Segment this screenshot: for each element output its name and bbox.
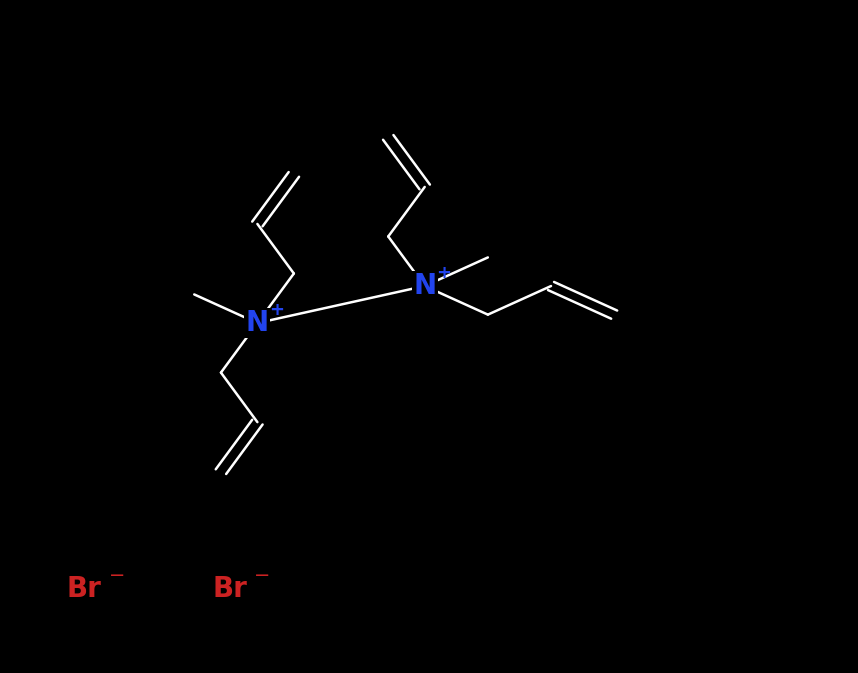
- Text: −: −: [254, 566, 271, 585]
- Text: N: N: [246, 309, 269, 337]
- Text: Br: Br: [213, 575, 247, 603]
- Text: −: −: [108, 566, 125, 585]
- Text: +: +: [269, 301, 284, 318]
- Text: +: +: [436, 264, 451, 281]
- Text: N: N: [414, 272, 436, 300]
- Text: Br: Br: [67, 575, 101, 603]
